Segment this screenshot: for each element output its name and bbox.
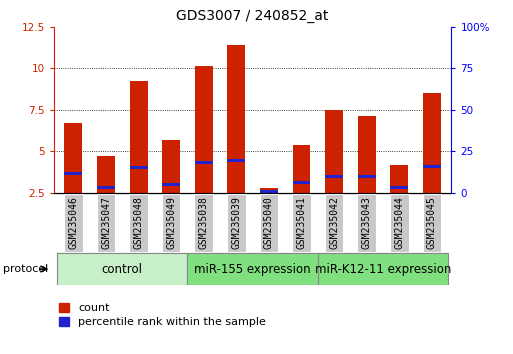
Bar bbox=[325, 110, 343, 193]
Text: GSM235042: GSM235042 bbox=[329, 196, 339, 250]
Bar bbox=[97, 194, 115, 252]
Text: GSM235049: GSM235049 bbox=[166, 196, 176, 250]
Bar bbox=[390, 165, 408, 193]
Text: control: control bbox=[102, 263, 143, 275]
Bar bbox=[64, 194, 83, 252]
Bar bbox=[292, 194, 311, 252]
Bar bbox=[358, 194, 376, 252]
Bar bbox=[57, 253, 187, 285]
Bar bbox=[130, 166, 148, 169]
Text: GSM235043: GSM235043 bbox=[362, 196, 372, 250]
Text: GSM235045: GSM235045 bbox=[427, 196, 437, 250]
Bar bbox=[187, 253, 318, 285]
Bar bbox=[97, 186, 115, 189]
Bar bbox=[129, 194, 148, 252]
Text: GSM235046: GSM235046 bbox=[68, 196, 78, 250]
Bar bbox=[260, 194, 278, 252]
Text: GSM235047: GSM235047 bbox=[101, 196, 111, 250]
Bar bbox=[195, 67, 213, 193]
Text: miR-K12-11 expression: miR-K12-11 expression bbox=[315, 263, 451, 275]
Bar bbox=[227, 159, 245, 162]
Bar bbox=[227, 194, 246, 252]
Bar bbox=[195, 161, 213, 164]
Bar bbox=[162, 194, 181, 252]
Bar bbox=[292, 145, 310, 193]
Bar bbox=[325, 194, 343, 252]
Bar bbox=[423, 165, 441, 168]
Title: GDS3007 / 240852_at: GDS3007 / 240852_at bbox=[176, 9, 329, 23]
Text: GSM235039: GSM235039 bbox=[231, 196, 241, 250]
Text: GSM235048: GSM235048 bbox=[133, 196, 144, 250]
Bar bbox=[423, 194, 441, 252]
Bar bbox=[97, 156, 115, 193]
Bar bbox=[162, 183, 180, 186]
Text: GSM235044: GSM235044 bbox=[394, 196, 404, 250]
Bar bbox=[423, 93, 441, 193]
Text: miR-155 expression: miR-155 expression bbox=[194, 263, 311, 275]
Bar bbox=[358, 116, 376, 193]
Bar bbox=[260, 188, 278, 193]
Bar bbox=[65, 123, 83, 193]
Bar bbox=[260, 190, 278, 193]
Bar bbox=[390, 194, 408, 252]
Bar bbox=[358, 175, 376, 178]
Bar bbox=[390, 186, 408, 189]
Bar bbox=[130, 81, 148, 193]
Bar bbox=[227, 45, 245, 193]
Bar bbox=[194, 194, 213, 252]
Legend: count, percentile rank within the sample: count, percentile rank within the sample bbox=[60, 303, 266, 327]
Bar bbox=[318, 253, 448, 285]
Text: protocol: protocol bbox=[3, 264, 48, 274]
Text: GSM235038: GSM235038 bbox=[199, 196, 209, 250]
Bar bbox=[162, 140, 180, 193]
Text: GSM235041: GSM235041 bbox=[297, 196, 307, 250]
Bar bbox=[292, 182, 310, 184]
Text: GSM235040: GSM235040 bbox=[264, 196, 274, 250]
Bar bbox=[65, 172, 83, 175]
Bar bbox=[325, 175, 343, 178]
